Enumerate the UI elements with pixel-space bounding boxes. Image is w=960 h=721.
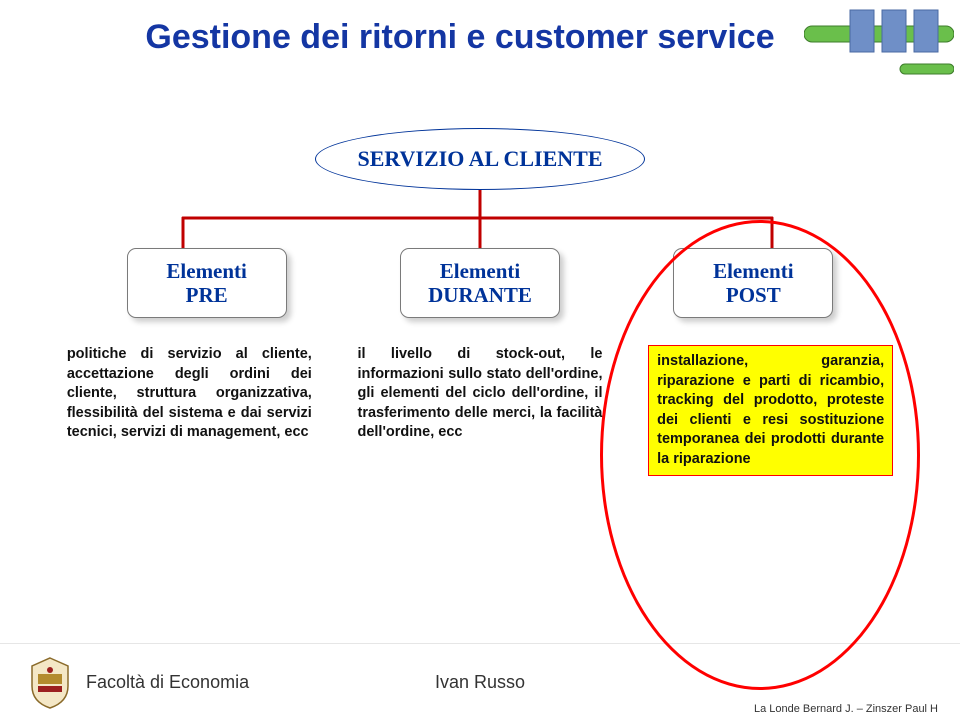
root-node-label: SERVIZIO AL CLIENTE <box>358 146 603 172</box>
root-node: SERVIZIO AL CLIENTE <box>315 128 645 190</box>
child-node-durante: ElementiDURANTE <box>400 248 560 318</box>
detail-col-pre: politiche di servizio al cliente, accett… <box>67 345 312 476</box>
detail-col-durante: il livello di stock-out, le informazioni… <box>357 345 602 476</box>
slide-title-text: Gestione dei ritorni e customer service <box>145 18 774 56</box>
child-node-durante-label: ElementiDURANTE <box>428 259 532 307</box>
university-crest-icon <box>28 656 72 710</box>
root-node-wrap: SERVIZIO AL CLIENTE <box>315 128 645 190</box>
emphasis-oval <box>600 220 920 690</box>
footer-right-text: La Londe Bernard J. – Zinszer Paul H <box>754 703 938 715</box>
footer-center-text: Ivan Russo <box>435 672 525 693</box>
footer-left-text: Facoltà di Economia <box>86 672 249 693</box>
child-node-pre-label: ElementiPRE <box>166 259 246 307</box>
corner-decor-icon <box>804 6 954 86</box>
child-node-pre: ElementiPRE <box>127 248 287 318</box>
slide-title: Gestione dei ritorni e customer service <box>80 18 840 57</box>
